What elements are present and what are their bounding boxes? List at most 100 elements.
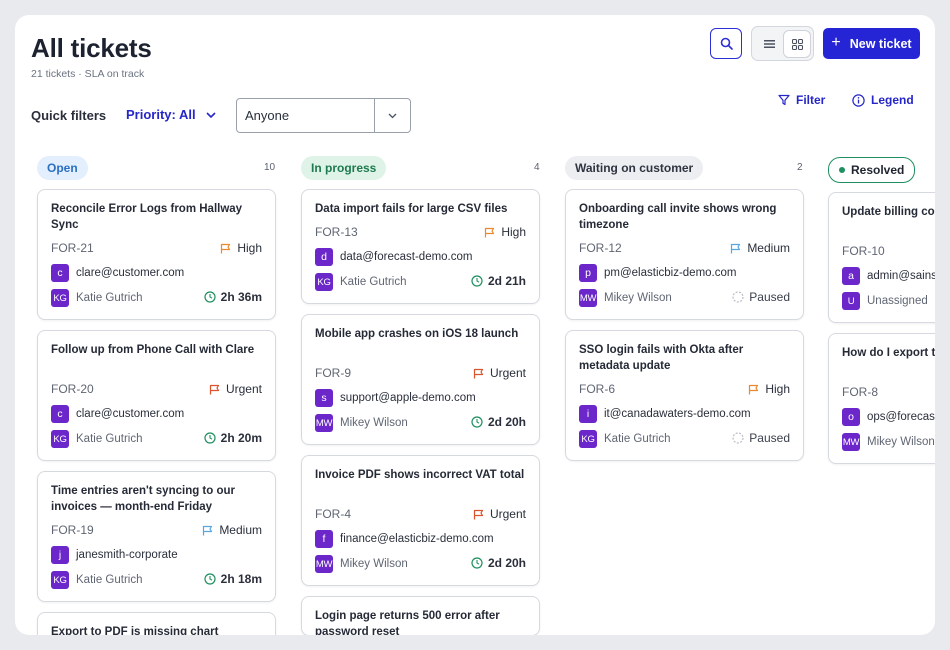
assignee-avatar: MW (315, 414, 333, 432)
filter-label: Filter (796, 93, 826, 107)
view-toggle (751, 26, 814, 61)
assignee: MW Mikey Wilson (579, 289, 672, 307)
assignee: KG Katie Gutrich (579, 430, 670, 448)
priority-label: Urgent (489, 507, 526, 521)
assignee-select-toggle[interactable] (374, 99, 410, 132)
ticket-card[interactable]: Export to PDF is missing chart (37, 612, 276, 635)
assignee: KG Katie Gutrich (51, 571, 142, 589)
column-status-pill: In progress (301, 156, 387, 180)
assignee: U Unassigned (842, 292, 928, 310)
clock-icon (204, 291, 216, 303)
requester: a admin@sainsbury-demo.com (842, 267, 935, 285)
requester-avatar: p (579, 264, 597, 282)
ticket-title: Login page returns 500 error after passw… (315, 610, 500, 635)
flag-icon (203, 525, 213, 535)
ticket-card[interactable]: Invoice PDF shows incorrect VAT total FOR… (301, 455, 540, 586)
assignee: KG Katie Gutrich (51, 289, 142, 307)
search-button[interactable] (710, 28, 742, 59)
priority-badge: Urgent (473, 507, 526, 521)
column-count: 4 (534, 162, 540, 173)
filter-button[interactable]: Filter (778, 93, 825, 107)
quick-filters-label: Quick filters (31, 108, 107, 123)
list-view-button[interactable] (756, 31, 782, 57)
assignee-select[interactable]: Anyone (236, 98, 411, 133)
requester-avatar: f (315, 530, 333, 548)
priority-badge: High (220, 241, 262, 255)
requester-email: ops@forecast-demo.com (867, 411, 935, 423)
page-title: All tickets (31, 33, 152, 63)
sla-timer: Paused (732, 431, 790, 445)
requester-email: pm@elasticbiz-demo.com (604, 267, 737, 279)
board-view-button[interactable] (783, 30, 811, 58)
requester-avatar: c (51, 264, 69, 282)
priority-badge: Urgent (473, 366, 526, 380)
ticket-card[interactable]: Follow up from Phone Call with Clare FOR-… (37, 330, 276, 461)
sla-timer: 2d 20h (471, 415, 526, 429)
column-count: 2 (797, 162, 803, 173)
assignee-name: Unassigned (867, 295, 928, 307)
legend-button[interactable]: Legend (852, 93, 914, 107)
column-status-label: Resolved (851, 163, 905, 177)
app-window: All tickets 21 tickets · SLA on track + … (15, 15, 935, 635)
priority-label: Medium (219, 523, 262, 537)
ticket-card[interactable]: Update billing contact on account FOR-10 a… (828, 192, 935, 323)
assignee-name: Katie Gutrich (340, 276, 407, 288)
requester-email: clare@customer.com (76, 408, 185, 420)
assignee-avatar: MW (315, 555, 333, 573)
assignee-avatar: MW (579, 289, 597, 307)
ticket-card[interactable]: Time entries aren't syncing to our invoi… (37, 471, 276, 602)
ticket-card[interactable]: Data import fails for large CSV files FOR… (301, 189, 540, 304)
ticket-card[interactable]: SSO login fails with Okta after metadata… (565, 330, 804, 461)
requester-email: support@apple-demo.com (340, 392, 476, 404)
ticket-id: FOR-12 (579, 241, 622, 255)
requester-avatar: c (51, 405, 69, 423)
ticket-title: Reconcile Error Logs from Hallway Sync (51, 203, 243, 231)
ticket-card[interactable]: Login page returns 500 error after passw… (301, 596, 540, 635)
assignee-avatar: KG (315, 273, 333, 291)
sla-timer: 2h 36m (204, 290, 262, 304)
requester: s support@apple-demo.com (315, 389, 476, 407)
priority-label: High (237, 241, 262, 255)
sla-value: 2h 36m (220, 290, 262, 304)
requester: p pm@elasticbiz-demo.com (579, 264, 736, 282)
priority-filter-label: Priority: All (126, 107, 196, 122)
ticket-id: FOR-20 (51, 382, 94, 396)
clock-icon (204, 432, 216, 444)
assignee-select-value: Anyone (245, 108, 290, 123)
resolved-dot-icon (839, 167, 845, 173)
assignee: MW Mikey Wilson (315, 555, 408, 573)
column-count: 10 (264, 162, 276, 173)
ticket-title: SSO login fails with Okta after metadata… (579, 344, 744, 372)
column-status-pill: Resolved (828, 157, 916, 183)
priority-filter-dropdown[interactable]: Priority: All (126, 107, 216, 122)
flag-icon (473, 368, 484, 378)
assignee-name: Mikey Wilson (604, 292, 672, 304)
assignee: KG Katie Gutrich (51, 430, 142, 448)
ticket-card[interactable]: Onboarding call invite shows wrong timez… (565, 189, 804, 320)
ticket-card[interactable]: Reconcile Error Logs from Hallway Sync FO… (37, 189, 276, 320)
assignee-avatar: KG (579, 430, 597, 448)
sla-timer: 2h 20m (204, 431, 262, 445)
assignee-name: Katie Gutrich (76, 433, 143, 445)
assignee-name: Katie Gutrich (76, 292, 143, 304)
ticket-title: Update billing contact on account (842, 206, 935, 218)
sla-value: 2d 20h (487, 556, 526, 570)
flag-icon (209, 384, 220, 394)
ticket-title: How do I export tickets to CSV? (842, 347, 935, 359)
sla-timer: 2d 20h (471, 556, 526, 570)
paused-icon (732, 291, 744, 303)
search-icon (720, 37, 733, 50)
clock-icon (471, 557, 483, 569)
priority-label: Urgent (489, 366, 526, 380)
ticket-card[interactable]: How do I export tickets to CSV? FOR-8 oops… (828, 333, 935, 464)
new-ticket-button[interactable]: + New ticket (823, 28, 920, 59)
sla-value: Paused (749, 431, 790, 445)
ticket-card[interactable]: Mobile app crashes on iOS 18 launch FOR-9… (301, 314, 540, 445)
requester: j janesmith-corporate (51, 546, 178, 564)
ticket-title: Data import fails for large CSV files (315, 203, 508, 215)
ticket-id: FOR-21 (51, 241, 94, 255)
assignee-avatar: U (842, 292, 860, 310)
priority-label: Medium (747, 241, 790, 255)
plus-icon: + (831, 33, 841, 51)
requester-avatar: o (842, 408, 860, 426)
